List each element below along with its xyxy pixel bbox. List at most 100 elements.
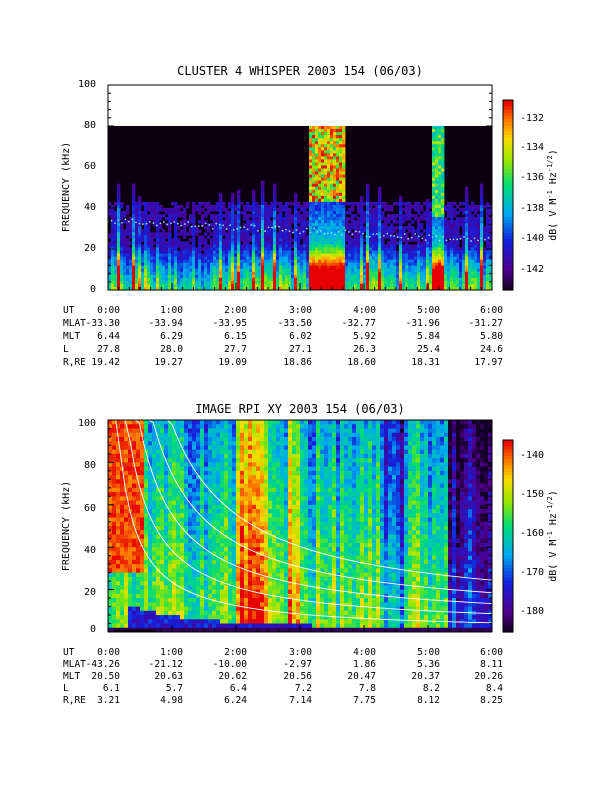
cluster-spectrogram-cell	[174, 250, 178, 254]
image-rpi-spectrogram-cell	[144, 530, 149, 535]
image-rpi-spectrogram-cell	[164, 559, 169, 565]
cluster-spectrogram-cell	[435, 186, 439, 191]
cluster-spectrogram-cell	[357, 241, 361, 245]
cluster-spectrogram-cell	[474, 283, 478, 288]
cluster-spectrogram-cell	[432, 189, 436, 194]
cluster-spectrogram-cell	[264, 241, 268, 245]
cluster-plasma-line-dot	[424, 239, 427, 242]
cluster-spectrogram-cell	[366, 192, 370, 197]
cluster-plasma-line-dot	[243, 226, 246, 229]
cluster-spectrogram-cell	[351, 220, 355, 224]
cluster-eph-rre-0: 19.42	[91, 357, 120, 368]
cluster-spectrogram-cell	[153, 232, 157, 236]
cluster-spectrogram-cell	[471, 214, 475, 218]
cluster-spectrogram-cell	[147, 277, 151, 282]
cluster-spectrogram-cell	[426, 201, 430, 206]
image-rpi-spectrogram-cell	[160, 542, 165, 548]
cluster-spectrogram-cell	[246, 280, 250, 285]
cluster-spectrogram-cell	[387, 244, 391, 248]
cluster-spectrogram-cell	[243, 250, 247, 254]
cluster-spectrogram-cell	[156, 268, 160, 273]
image-rpi-spectrogram-cell	[160, 559, 165, 565]
cluster-plasma-line-dot	[320, 230, 322, 232]
cluster-spectrogram-cell	[324, 241, 328, 245]
image-rpi-spectrogram-cell	[152, 492, 157, 497]
cluster-spectrogram-cell	[426, 208, 430, 212]
cluster-spectrogram-cell	[207, 265, 211, 270]
cluster-spectrogram-cell	[375, 204, 379, 209]
cluster-spectrogram-cell	[144, 259, 148, 264]
cluster-spectrogram-cell	[252, 192, 256, 197]
cluster-spectrogram-cell	[468, 256, 472, 261]
cluster-spectrogram-cell	[441, 244, 445, 248]
cluster-spectrogram-cell	[132, 268, 136, 273]
cluster-spectrogram-cell	[315, 274, 319, 279]
cluster-spectrogram-cell	[321, 271, 325, 276]
cluster-spectrogram-cell	[438, 217, 442, 221]
image-rpi-spectrogram-cell	[160, 445, 165, 451]
cluster-spectrogram-cell	[324, 126, 328, 130]
cluster-spectrogram-cell	[477, 208, 481, 212]
cluster-spectrogram-cell	[393, 256, 397, 261]
cluster-spectrogram-cell	[183, 268, 187, 273]
cluster-spectrogram-cell	[372, 223, 376, 227]
cluster-spectrogram-cell	[405, 214, 409, 218]
cluster-spectrogram-cell	[228, 211, 232, 215]
cluster-spectrogram-cell	[225, 256, 229, 261]
cluster-spectrogram-cell	[483, 250, 487, 254]
cluster-spectrogram-cell	[174, 283, 178, 288]
cluster-spectrogram-cell	[369, 256, 373, 261]
cluster-spectrogram-cell	[432, 144, 436, 148]
cluster-spectrogram-cell	[318, 165, 322, 169]
image-rpi-spectrogram-cell	[128, 538, 133, 544]
image-rpi-spectrogram-cell	[160, 428, 165, 434]
image-rpi-spectrogram-cell	[112, 602, 117, 607]
cluster-spectrogram-cell	[183, 271, 187, 276]
cluster-spectrogram-cell	[168, 211, 172, 215]
cluster-spectrogram-cell	[408, 247, 412, 251]
cluster-spectrogram-cell	[243, 277, 247, 282]
cluster-spectrogram-cell	[390, 217, 394, 221]
cluster-spectrogram-cell	[117, 238, 121, 242]
cluster-spectrogram-cell	[489, 250, 493, 254]
cluster-spectrogram-cell	[336, 262, 340, 267]
cluster-spectrogram-cell	[249, 220, 253, 224]
cluster-eph-label-l: L	[63, 344, 69, 355]
cluster-spectrogram-cell	[432, 165, 436, 169]
cluster-spectrogram-cell	[114, 238, 118, 242]
cluster-spectrogram-cell	[411, 277, 415, 282]
image-rpi-spectrogram-cell	[160, 619, 165, 624]
cluster-spectrogram-cell	[393, 259, 397, 264]
cluster-spectrogram-cell	[312, 198, 316, 203]
cluster-spectrogram-cell	[183, 277, 187, 282]
cluster-spectrogram-cell	[417, 286, 421, 291]
cluster-spectrogram-cell	[408, 280, 412, 285]
cluster-spectrogram-cell	[282, 277, 286, 282]
cluster-spectrogram-cell	[387, 286, 391, 291]
image-rpi-spectrogram-cell	[148, 470, 153, 476]
image-rpi-spectrogram-cell	[156, 428, 161, 434]
cluster-spectrogram-cell	[336, 165, 340, 169]
cluster-spectrogram-cell	[306, 247, 310, 251]
cluster-spectrogram-cell	[213, 268, 217, 273]
image-rpi-spectrogram-cell	[164, 547, 169, 552]
cluster-spectrogram-cell	[183, 244, 187, 248]
cluster-spectrogram-cell	[369, 259, 373, 264]
cluster-spectrogram-cell	[192, 201, 196, 206]
cluster-spectrogram-cell	[144, 229, 148, 233]
image-rpi-spectrogram-cell	[116, 504, 121, 510]
image-rpi-spectrogram-cell	[156, 572, 161, 578]
cluster-spectrogram-cell	[231, 214, 235, 218]
image-rpi-spectrogram-cell	[140, 589, 145, 595]
cluster-spectrogram-cell	[120, 250, 124, 254]
cluster-spectrogram-cell	[339, 253, 343, 257]
image-rpi-spectrogram-cell	[136, 623, 141, 629]
cluster-spectrogram-cell	[141, 250, 145, 254]
cluster-spectrogram-cell	[177, 280, 181, 285]
cluster-spectrogram-cell	[216, 277, 220, 282]
cluster-spectrogram-cell	[138, 195, 142, 200]
cluster-spectrogram-cell	[132, 238, 136, 242]
cluster-spectrogram-cell	[303, 265, 307, 270]
cluster-spectrogram-cell	[321, 262, 325, 267]
cluster-spectrogram-cell	[462, 223, 466, 227]
